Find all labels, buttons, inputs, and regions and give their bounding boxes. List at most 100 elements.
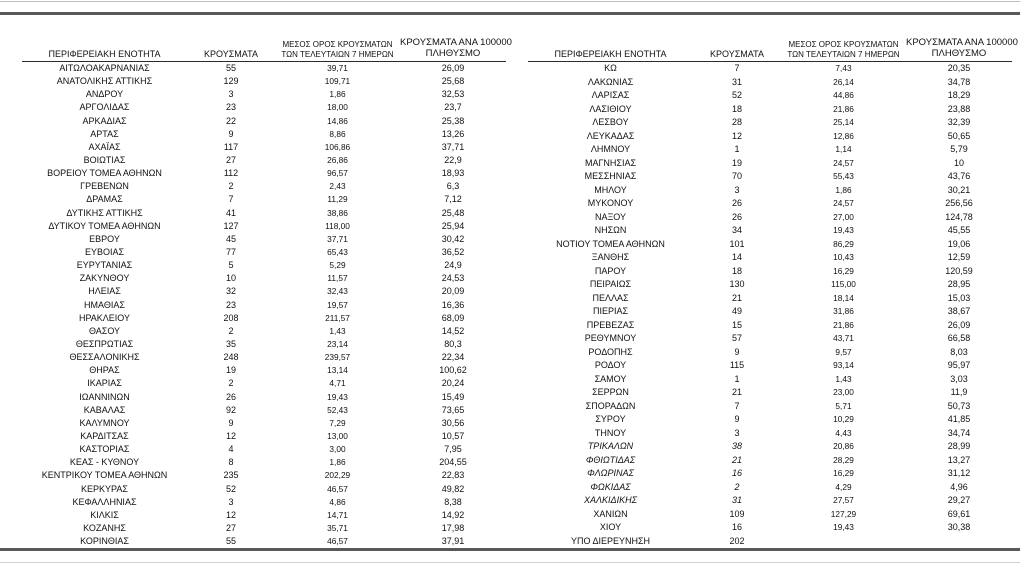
avg7-cell: 19,43 [833,522,854,533]
avg7-cell: 12,86 [833,130,854,141]
avg7-cell: 1,86 [329,457,346,468]
per100k-cell: 7,95 [444,444,462,455]
avg7-cell: 239,57 [324,352,351,363]
table-row: ΑΡΤΑΣ 9 8,86 13,26 [22,128,506,141]
cases-cell: 52 [225,483,236,494]
avg7-cell: 37,71 [327,233,348,244]
name-cell: ΡΟΔΟΠΗΣ [588,346,633,357]
top-thick-rule [0,12,1020,15]
name-cell: ΣΑΜΟΥ [594,373,627,384]
cases-cell: 70 [731,171,742,182]
avg7-cell: 106,86 [324,141,351,152]
per100k-cell: 28,95 [947,279,971,290]
table-row: ΚΑΡΔΙΤΣΑΣ 12 13,00 10,57 [22,430,506,443]
per100k-cell: 69,61 [947,508,971,519]
per100k-cell: 80,3 [444,339,462,350]
cases-cell: 32 [225,286,236,297]
name-cell: ΦΛΩΡΙΝΑΣ [587,468,634,479]
per100k-cell: 41,85 [947,414,971,425]
name-cell: ΜΑΓΝΗΣΙΑΣ [584,157,637,168]
avg7-cell: 16,29 [833,265,854,276]
avg7-cell: 118,00 [325,220,350,231]
avg7-cell: 27,00 [833,211,854,222]
name-cell: ΗΡΑΚΛΕΙΟΥ [78,312,131,323]
name-cell: ΘΕΣΣΑΛΟΝΙΚΗΣ [69,352,140,363]
name-cell: ΡΟΔΟΥ [594,360,627,371]
avg7-cell: 20,86 [833,441,854,452]
cases-cell: 57 [731,333,742,344]
name-cell: ΕΥΒΟΙΑΣ [84,247,125,258]
per100k-cell: 36,52 [441,247,465,258]
name-cell: ΤΡΙΚΑΛΩΝ [587,441,634,452]
avg7-cell: 23,00 [833,387,854,398]
column-header-avg7: ΜΕΣΟΣ ΟΡΟΣ ΚΡΟΥΣΜΑΤΩΝ ΤΩΝ ΤΕΛΕΥΤΑΙΩΝ 7 Η… [781,15,906,62]
table-row: ΚΟΡΙΝΘΙΑΣ 55 46,57 37,91 [22,535,506,548]
per100k-cell: 22,83 [441,470,465,481]
name-cell: ΠΕΛΛΑΣ [592,292,629,303]
name-cell: ΠΕΙΡΑΙΩΣ [589,279,632,290]
right-table-body: ΚΩ 7 7,43 20,35 ΛΑΚΩΝΙΑΣ 31 26,14 34,78 ΛΑΡΙΣΑΣ 5… [528,62,1012,549]
table-row: ΘΕΣΣΑΛΟΝΙΚΗΣ 248 239,57 22,34 [22,351,506,364]
avg7-cell: 7,43 [835,63,852,74]
name-cell: ΚΕΑΣ - ΚΥΘΝΟΥ [69,457,140,468]
cases-cell: 18 [731,103,742,114]
per100k-cell: 22,9 [444,155,462,166]
cases-cell: 55 [225,536,236,547]
name-cell: ΘΗΡΑΣ [89,365,120,376]
per100k-cell: 3,03 [950,373,968,384]
name-cell: ΛΗΜΝΟΥ [590,144,631,155]
avg7-cell: 9,57 [835,346,852,357]
avg7-cell: 26,86 [327,155,348,166]
table-row: ΚΕΝΤΡΙΚΟΥ ΤΟΜΕΑ ΑΘΗΝΩΝ 235 202,29 22,83 [22,469,506,482]
table-row: ΣΥΡΟΥ 9 10,29 41,85 [528,413,1012,427]
avg7-cell: 7,29 [329,417,346,428]
table-row: ΛΑΡΙΣΑΣ 52 44,86 18,29 [528,89,1012,103]
cases-cell: 127 [223,220,239,231]
column-header-per100k-line2: ΠΛΗΘΥΣΜΟ [931,48,987,59]
per100k-cell: 15,03 [947,292,971,303]
per100k-cell: 20,24 [441,378,465,389]
table-row: ΦΛΩΡΙΝΑΣ 16 16,29 31,12 [528,467,1012,481]
avg7-cell: 96,57 [327,168,348,179]
table-row: ΛΑΣΙΘΙΟΥ 18 21,86 23,88 [528,103,1012,117]
cases-cell: 35 [225,339,236,350]
cases-cell: 3 [228,496,234,507]
per100k-cell: 20,09 [441,286,465,297]
avg7-cell: 10,29 [833,414,854,425]
table-row: ΦΘΙΩΤΙΔΑΣ 21 28,29 13,27 [528,454,1012,468]
table-row: ΑΧΑΪΑΣ 117 106,86 37,71 [22,141,506,154]
cases-cell: 27 [225,155,236,166]
per100k-cell: 24,53 [441,273,465,284]
table-row: ΧΑΝΙΩΝ 109 127,29 69,61 [528,508,1012,522]
name-cell: ΚΑΡΔΙΤΣΑΣ [80,431,129,441]
cases-cell: 18 [731,265,742,276]
cases-cell: 2 [228,325,234,336]
per100k-cell: 18,93 [441,168,465,179]
per100k-cell: 66,58 [947,333,971,344]
column-header-region: ΠΕΡΙΦΕΡΕΙΑΚΗ ΕΝΟΤΗΤΑ [22,15,187,62]
avg7-cell: 211,57 [325,312,350,323]
column-header-avg7-line2: ΤΩΝ ΤΕΛΕΥΤΑΙΩΝ 7 ΗΜΕΡΩΝ [281,49,394,59]
table-row: ΥΠΟ ΔΙΕΡΕΥΝΗΣΗ 202 [528,535,1012,549]
cases-cell: 2 [228,378,234,389]
avg7-cell: 38,86 [327,207,348,218]
column-header-per100k: ΚΡΟΥΣΜΑΤΑ ΑΝΑ 100000 ΠΛΗΘΥΣΜΟ [906,15,1018,62]
cases-cell: 16 [731,468,742,479]
table-header-right: ΠΕΡΙΦΕΡΕΙΑΚΗ ΕΝΟΤΗΤΑ ΚΡΟΥΣΜΑΤΑ ΜΕΣΟΣ ΟΡΟ… [528,15,1018,62]
per100k-cell: 34,78 [947,76,971,87]
table-row: ΔΡΑΜΑΣ 7 11,29 7,12 [22,193,506,206]
per100k-cell: 5,79 [950,144,968,155]
avg7-cell: 5,29 [329,260,346,271]
per100k-cell: 37,71 [441,141,465,152]
table-row: ΑΝΔΡΟΥ 3 1,86 32,53 [22,88,506,101]
avg7-cell: 13,00 [327,431,348,441]
per100k-cell: 12,59 [947,252,971,263]
name-cell: ΥΠΟ ΔΙΕΡΕΥΝΗΣΗ [570,535,651,546]
per100k-cell: 256,56 [945,198,973,209]
cases-cell: 4 [228,444,234,455]
name-cell: ΚΑΣΤΟΡΙΑΣ [79,444,130,455]
table-row: ΡΟΔΟΠΗΣ 9 9,57 8,03 [528,346,1012,360]
cases-cell: 15 [731,319,742,330]
avg7-cell: 31,86 [833,306,854,317]
avg7-cell: 1,86 [835,184,852,195]
